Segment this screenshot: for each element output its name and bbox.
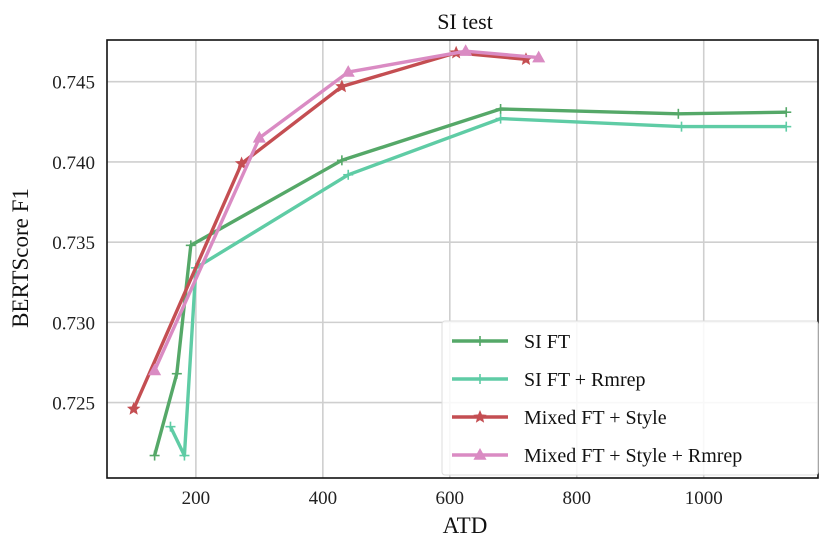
data-point bbox=[495, 113, 506, 124]
data-point bbox=[336, 155, 347, 166]
data-point bbox=[126, 401, 141, 415]
y-tick-label: 0.745 bbox=[52, 73, 95, 94]
x-tick-label: 800 bbox=[563, 488, 592, 509]
data-point bbox=[149, 450, 160, 461]
chart-title: SI test bbox=[437, 9, 493, 34]
plot-frame bbox=[106, 39, 819, 479]
data-point bbox=[475, 374, 485, 384]
data-point bbox=[335, 79, 349, 93]
x-axis-label: ATD bbox=[443, 513, 488, 538]
legend-label: SI FT + Rmrep bbox=[524, 369, 645, 391]
legend-item: Mixed FT + Style + Rmrep bbox=[452, 445, 742, 467]
legend-label: Mixed FT + Style bbox=[524, 407, 667, 429]
x-tick-label: 1000 bbox=[685, 488, 723, 509]
legend: SI FT SI FT + Rmrep Mixed FT + Style Mixed … bbox=[441, 320, 819, 476]
data-point bbox=[495, 103, 506, 114]
y-tick-label: 0.730 bbox=[52, 313, 95, 334]
data-point bbox=[165, 421, 176, 432]
data-point bbox=[781, 121, 792, 132]
data-point bbox=[475, 336, 485, 346]
y-tick-label: 0.740 bbox=[52, 153, 95, 174]
series-si-ft bbox=[149, 103, 792, 461]
axis-ticks: 200 400 600 800 1000 0.725 0.730 0.735 0.740 0.74… bbox=[52, 73, 722, 509]
legend-item: Mixed FT + Style bbox=[452, 407, 667, 429]
series-mixed-ft-style bbox=[126, 45, 533, 415]
x-tick-label: 400 bbox=[309, 488, 338, 509]
data-point bbox=[252, 130, 266, 143]
data-point bbox=[341, 65, 355, 77]
data-point bbox=[148, 363, 162, 376]
data-point bbox=[343, 169, 354, 180]
y-tick-label: 0.735 bbox=[52, 233, 95, 254]
data-point bbox=[459, 44, 473, 56]
data-point bbox=[185, 240, 196, 251]
data-point bbox=[673, 108, 684, 119]
legend-box bbox=[441, 320, 819, 476]
data-point bbox=[473, 447, 487, 460]
data-point bbox=[179, 450, 190, 461]
series-mixed-ft-style-rmrep bbox=[148, 44, 546, 376]
data-point bbox=[473, 409, 487, 423]
x-tick-label: 600 bbox=[436, 488, 465, 509]
series-group bbox=[126, 44, 792, 461]
data-point bbox=[781, 107, 792, 118]
data-point bbox=[234, 156, 249, 170]
legend-label: Mixed FT + Style + Rmrep bbox=[524, 445, 742, 467]
data-point bbox=[676, 121, 687, 132]
y-tick-label: 0.725 bbox=[52, 394, 95, 415]
data-point bbox=[532, 50, 546, 63]
legend-label: SI FT bbox=[524, 331, 570, 353]
legend-item: SI FT + Rmrep bbox=[452, 369, 645, 391]
data-point bbox=[171, 368, 182, 379]
x-tick-label: 200 bbox=[182, 488, 211, 509]
y-axis-label: BERTScore F1 bbox=[8, 188, 33, 328]
legend-item: SI FT bbox=[452, 331, 570, 353]
